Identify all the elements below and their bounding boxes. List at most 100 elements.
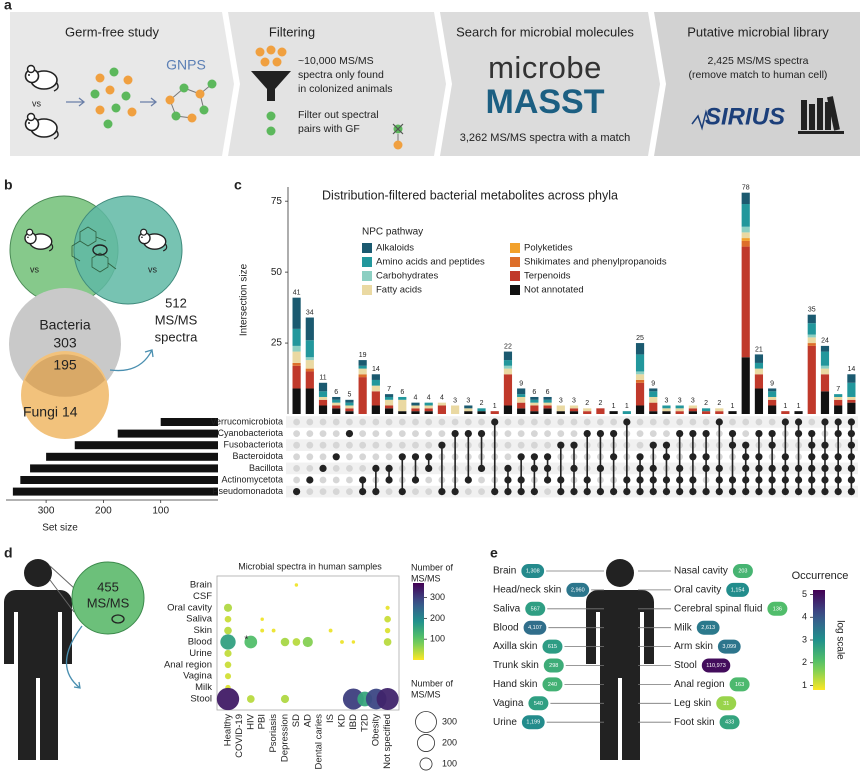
bar-segment <box>820 351 830 366</box>
bar-total-label: 1 <box>625 403 629 410</box>
bubble <box>224 661 232 669</box>
matrix-dot <box>477 464 486 472</box>
bar-total-label: 6 <box>546 389 550 396</box>
legend-swatch <box>510 257 520 267</box>
bar-segment <box>464 408 473 412</box>
x-tick-label: PBI <box>257 714 268 729</box>
matrix-dot-empty <box>319 430 327 437</box>
matrix-dot-empty <box>346 418 353 426</box>
matrix-dot <box>662 476 671 484</box>
bar-segment <box>411 402 420 406</box>
size-legend-label: 100 <box>442 758 457 768</box>
matrix-dot <box>636 488 644 496</box>
matrix-dot-empty <box>517 430 525 437</box>
vs-label: vs <box>148 264 158 274</box>
bar-segment <box>820 345 830 352</box>
matrix-dot-empty <box>398 418 406 426</box>
x-tick-label: Not specified <box>382 714 393 769</box>
panel-label: d <box>4 545 13 561</box>
matrix-dot-empty <box>755 418 763 426</box>
matrix-dot-empty <box>464 488 472 495</box>
bar-segment <box>305 360 314 369</box>
site-label: Axilla skin <box>493 641 537 652</box>
matrix-dot-empty <box>293 476 301 484</box>
bar-total-label: 2 <box>717 400 721 407</box>
site-label: Trunk skin <box>493 660 539 671</box>
logo-wave <box>691 109 711 131</box>
matrix-dot <box>662 441 671 449</box>
matrix-dot-empty <box>359 430 367 437</box>
matrix-dot-empty <box>425 488 433 495</box>
matrix-dot-empty <box>359 441 367 449</box>
bar-segment <box>741 192 750 205</box>
bar-segment <box>741 357 750 414</box>
vs-label: vs <box>32 98 42 108</box>
total-label: 512 <box>165 295 187 310</box>
matrix-dot <box>676 488 684 496</box>
occurrence-label: 3,099 <box>722 644 736 650</box>
legend-swatch <box>362 285 372 295</box>
occurrence-label: 203 <box>738 568 747 574</box>
matrix-dot <box>319 464 327 472</box>
bubble <box>224 673 232 680</box>
bar-segment <box>807 323 816 335</box>
arrow <box>140 97 158 107</box>
matrix-dot-empty <box>438 418 446 426</box>
matrix-dot-empty <box>742 418 750 426</box>
matrix-dot <box>715 476 723 484</box>
bar-segment <box>662 408 671 412</box>
bubble <box>351 640 356 644</box>
matrix-dot-empty <box>359 465 367 472</box>
occurrence-label: 1,199 <box>526 720 540 726</box>
matrix-dot <box>821 488 829 496</box>
matrix-dot-empty <box>412 430 419 437</box>
bar-segment <box>596 408 605 414</box>
matrix-dot-empty <box>438 430 446 437</box>
matrix-dot-empty <box>504 418 512 426</box>
matrix-dot <box>359 476 367 484</box>
matrix-dot <box>662 488 671 496</box>
bar-segment <box>332 408 341 414</box>
arrow <box>65 625 83 689</box>
bar-total-label: 3 <box>691 397 695 404</box>
matrix-dot <box>742 488 750 496</box>
bar-total-label: 9 <box>651 380 655 387</box>
bubble <box>271 628 276 633</box>
matrix-dot-empty <box>306 430 314 437</box>
logo-text: MASST <box>486 83 605 121</box>
site-label: Vagina <box>493 698 524 709</box>
matrix-dot-empty <box>517 418 525 426</box>
matrix-dot-empty <box>742 430 750 437</box>
logo-text: SIRIUS <box>705 103 785 130</box>
matrix-dot <box>623 418 631 426</box>
bar-segment <box>569 405 579 409</box>
matrix-dot-empty <box>293 430 301 437</box>
x-tick-label: Depression <box>280 714 291 762</box>
matrix-dot-empty <box>676 418 684 426</box>
bar-segment <box>411 405 420 409</box>
x-tick-label: KD <box>337 714 348 727</box>
matrix-dot-empty <box>319 441 327 449</box>
set-name: Verrucomicrobiota <box>210 416 283 426</box>
microbe-icon <box>111 614 125 624</box>
x-tick-label: SD <box>291 714 302 727</box>
bar-total-label: 3 <box>678 397 682 404</box>
legend-swatch <box>362 243 372 253</box>
matrix-dot-empty <box>372 453 380 461</box>
bar-segment <box>847 374 856 383</box>
matrix-dot <box>768 441 776 449</box>
occurrence-pill <box>732 564 753 578</box>
bar-segment <box>292 365 301 389</box>
matrix-dot <box>742 476 750 484</box>
matrix-dot <box>504 488 512 496</box>
step-text: spectra only found <box>298 69 384 81</box>
bar-segment <box>503 368 513 375</box>
bar-segment <box>345 399 354 403</box>
matrix-dot <box>676 464 684 472</box>
bar-segment <box>437 402 447 406</box>
legend-label: Amino acids and peptides <box>376 257 485 268</box>
matrix-dot <box>610 430 618 438</box>
bar-segment <box>292 297 301 329</box>
bar-segment <box>371 374 380 380</box>
